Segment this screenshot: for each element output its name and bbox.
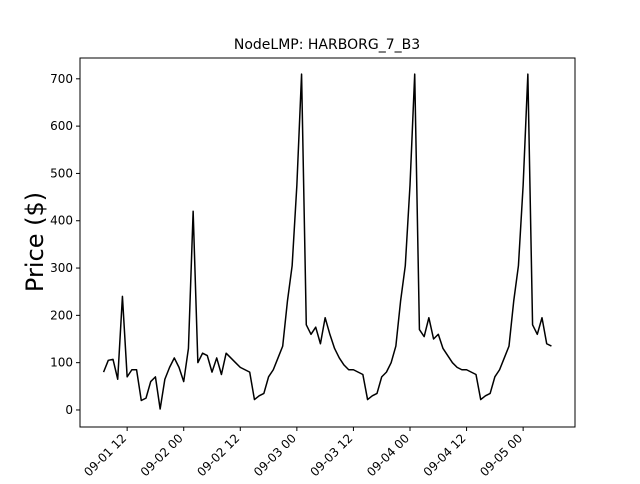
x-tick-label: 09-04 00 <box>364 431 412 479</box>
y-tick-label: 500 <box>50 166 73 180</box>
x-tick-label: 09-04 12 <box>421 431 469 479</box>
y-tick-label: 700 <box>50 72 73 86</box>
x-tick-label: 09-01 12 <box>81 431 129 479</box>
y-tick-label: 200 <box>50 308 73 322</box>
y-tick-label: 300 <box>50 261 73 275</box>
y-tick-label: 0 <box>65 403 73 417</box>
x-tick-label: 09-03 00 <box>251 431 299 479</box>
x-tick-label: 09-02 12 <box>194 431 242 479</box>
price-line <box>102 73 552 410</box>
plot-frame <box>79 57 576 428</box>
x-tick-label: 09-03 12 <box>307 431 355 479</box>
y-axis-label: Price ($) <box>21 192 49 292</box>
y-tick-label: 100 <box>50 356 73 370</box>
y-tick-label: 400 <box>50 214 73 228</box>
y-tick-label: 600 <box>50 119 73 133</box>
x-tick-label: 09-02 00 <box>138 431 186 479</box>
chart-title: NodeLMP: HARBORG_7_B3 <box>234 37 420 53</box>
x-tick-label: 09-05 00 <box>477 431 525 479</box>
